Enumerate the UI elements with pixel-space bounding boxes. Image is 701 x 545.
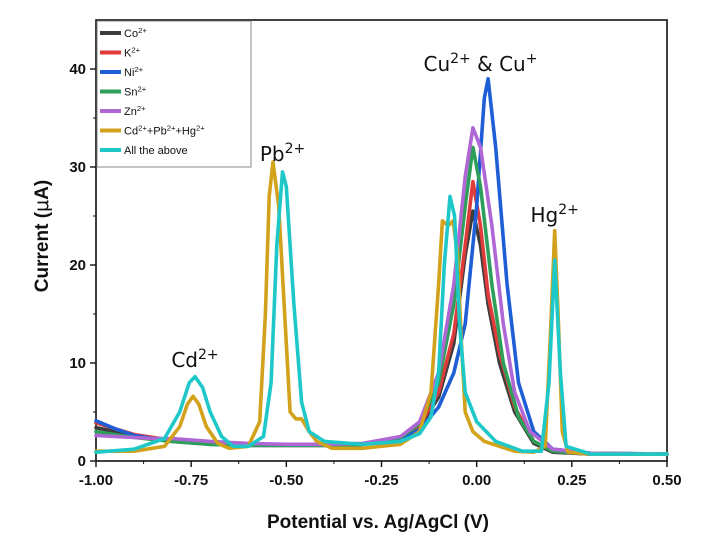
x-tick-label: -1.00 <box>79 472 113 489</box>
legend-entry: Zn2+ <box>124 104 146 119</box>
x-tick-label: 0.50 <box>652 472 681 489</box>
peak-label-pb: Pb2+ <box>260 141 305 166</box>
x-tick-label: -0.25 <box>364 472 398 489</box>
series-line-2 <box>94 179 669 456</box>
series-line-7 <box>94 170 669 456</box>
x-tick-label: 0.00 <box>462 472 491 489</box>
y-tick-label: 30 <box>69 159 86 176</box>
legend-entry: K2+ <box>124 45 141 60</box>
x-tick-label: 0.25 <box>557 472 586 489</box>
peak-label-cd: Cd2+ <box>171 347 218 372</box>
series-layer <box>94 77 669 456</box>
legend-entry: Cd2++Pb2++Hg2+ <box>124 123 205 138</box>
y-tick-label: 10 <box>69 355 86 372</box>
x-axis-title: Potential vs. Ag/AgCl (V) <box>267 512 489 533</box>
legend-entry: Ni2+ <box>124 65 144 80</box>
peak-label-cu: Cu2+ & Cu+ <box>423 51 537 76</box>
peak-annotations: Cd2+ Pb2+ Cu2+ & Cu+ Hg2+ <box>171 51 579 372</box>
x-tick-label: -0.75 <box>174 472 208 489</box>
legend-entry: All the above <box>124 145 188 157</box>
legend-entry: Co2+ <box>124 26 147 41</box>
legend: Co2+ K2+ Ni2+ Sn2+ Zn2+ Cd2++Pb2++Hg2+ All the… <box>96 20 252 168</box>
legend-entry: Sn2+ <box>124 84 147 99</box>
y-axis-title: Current (μA) <box>31 180 53 292</box>
y-tick-label: 40 <box>69 61 86 78</box>
series-line-6 <box>94 160 669 456</box>
x-axis-ticks: -1.00 -0.75 -0.50 -0.25 0.00 0.25 0.50 <box>79 461 682 489</box>
y-axis-ticks: 0 10 20 30 40 <box>69 61 96 470</box>
peak-label-hg: Hg2+ <box>531 202 579 227</box>
x-tick-label: -0.50 <box>269 472 303 489</box>
y-tick-label: 20 <box>69 257 86 274</box>
legend-box <box>96 20 252 168</box>
y-tick-label: 0 <box>78 453 86 470</box>
